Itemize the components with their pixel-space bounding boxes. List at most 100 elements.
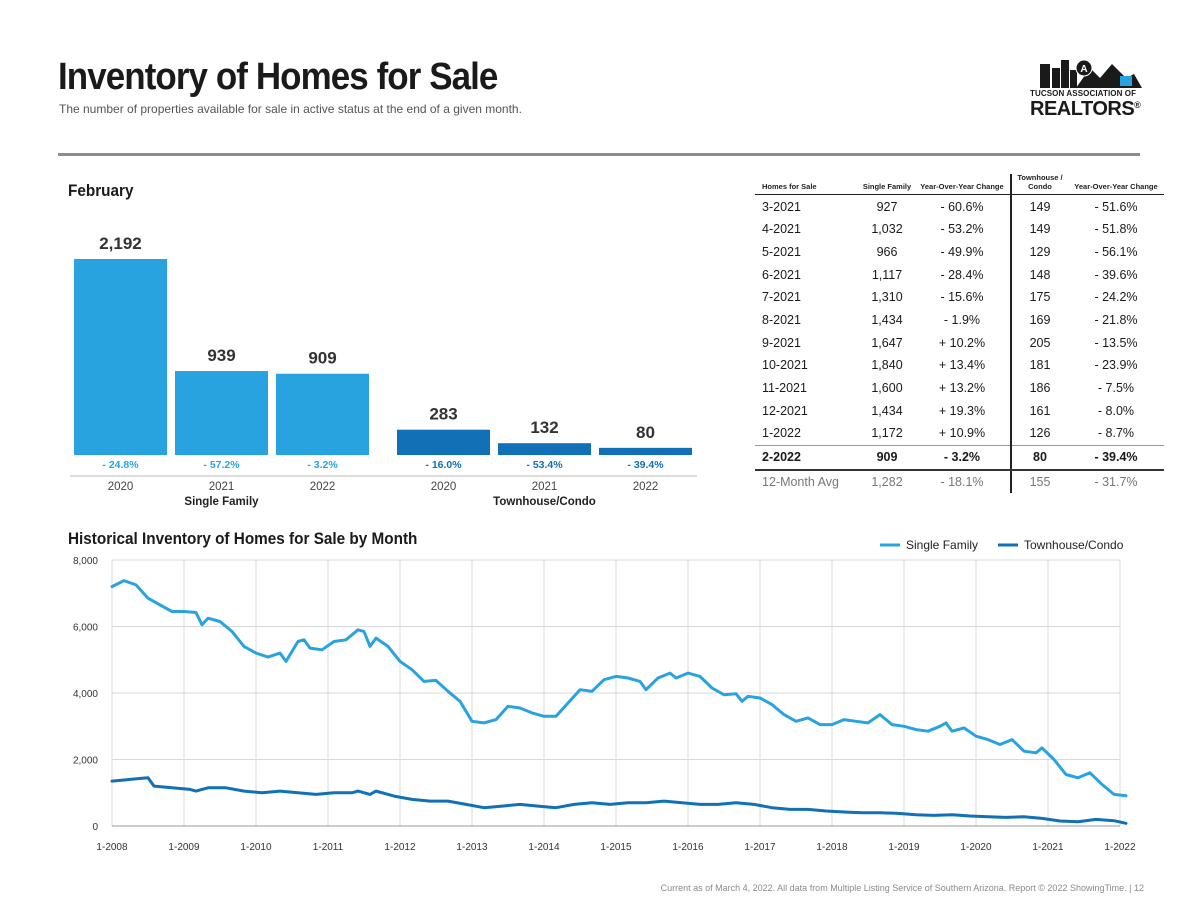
table-cell: + 13.2% [914, 376, 1012, 400]
legend-label: Townhouse/Condo [1024, 538, 1124, 552]
table-cell: 2-2022 [755, 444, 860, 471]
bar [276, 373, 369, 455]
x-tick-label: 1-2012 [384, 842, 416, 853]
bar-value-label: 939 [207, 346, 235, 365]
bar [175, 371, 268, 455]
table-cell: 966 [876, 244, 898, 259]
y-tick-label: 2,000 [73, 756, 98, 767]
table-row: 12-2021 1,434 + 19.3% 161 - 8.0% [755, 399, 1164, 423]
table-cell: - 60.6% [914, 194, 1012, 218]
historical-heading: Historical Inventory of Homes for Sale b… [68, 529, 418, 548]
table-header-th-yoy: Year-Over-Year Change [1068, 174, 1164, 196]
table-cell: 1,117 [871, 267, 903, 282]
x-tick-label: 1-2022 [1104, 842, 1136, 853]
table-cell: + 10.9% [914, 422, 1012, 446]
bar-value-label: 283 [429, 405, 457, 424]
table-cell: 1,172 [871, 426, 903, 441]
table-row: 1-2022 1,172 + 10.9% 126 - 8.7% [755, 422, 1164, 446]
table-cell: 1,032 [871, 222, 903, 237]
table-cell: 9-2021 [762, 335, 801, 350]
footer-note: Current as of March 4, 2022. All data fr… [660, 883, 1144, 893]
bar-category-label: 2021 [209, 481, 235, 493]
bar [74, 259, 167, 455]
table-row-current: 2-2022 909- 3.2% 80- 39.4% [755, 444, 1164, 471]
month-heading: February [68, 181, 134, 200]
table-row: 9-2021 1,647 + 10.2% 205 - 13.5% [755, 331, 1164, 355]
table-cell: 10-2021 [762, 358, 808, 373]
table-cell: + 13.4% [914, 354, 1012, 377]
table-row: 10-2021 1,840 + 13.4% 181 - 23.9% [755, 354, 1164, 377]
table-cell: 6-2021 [762, 267, 801, 282]
table-cell: 7-2021 [762, 290, 801, 305]
table-header-homes: Homes for Sale [755, 174, 860, 196]
table-cell: 1,310 [871, 290, 903, 305]
y-tick-label: 8,000 [73, 556, 98, 567]
realtors-logo: A TUCSON ASSOCIATION OF REALTORS® [1030, 56, 1142, 122]
table-cell: 1,840 [871, 358, 903, 373]
table-row: 8-2021 1,434 - 1.9% 169 - 21.8% [755, 308, 1164, 332]
table-cell: 909 [860, 444, 914, 471]
bar-change-label: - 24.8% [102, 459, 139, 471]
february-bar-chart: 2,192 - 24.8% 2020 939 - 57.2% 2021 909 - 3.2% 2… [70, 234, 697, 508]
table-cell: 169 [1029, 313, 1051, 328]
bar-change-label: - 16.0% [425, 459, 462, 471]
bar-change-label: - 3.2% [307, 459, 338, 471]
table-cell: 1-2022 [762, 426, 801, 441]
table-row: 6-2021 1,117 - 28.4% 148 - 39.6% [755, 263, 1164, 286]
table-cell: - 56.1% [1094, 244, 1138, 259]
bar-category-label: 2020 [431, 481, 457, 493]
table-cell: 181 [1029, 358, 1051, 373]
x-tick-label: 1-2014 [528, 842, 560, 853]
header-divider [58, 153, 1140, 156]
page-title: Inventory of Homes for Sale [58, 56, 498, 98]
bar-group-label: Townhouse/Condo [493, 496, 596, 508]
bar-category-label: 2022 [633, 481, 659, 493]
table-cell: 5-2021 [762, 244, 801, 259]
bar-category-label: 2021 [532, 481, 558, 493]
y-tick-label: 6,000 [73, 623, 98, 634]
table-cell: + 19.3% [914, 399, 1012, 423]
table-cell: 8-2021 [762, 313, 801, 328]
x-tick-label: 1-2011 [313, 842, 344, 853]
bar-value-label: 80 [636, 423, 655, 442]
table-cell: - 49.9% [914, 240, 1012, 264]
table-cell: 1,647 [871, 335, 903, 350]
table-cell: 175 [1029, 290, 1051, 305]
table-cell: - 7.5% [1097, 381, 1135, 396]
bar [498, 443, 591, 455]
table-cell: - 51.6% [1094, 199, 1138, 214]
table-cell: 148 [1029, 267, 1051, 282]
table-cell: - 39.6% [1094, 267, 1138, 282]
table-header-single-family: Single Family [860, 174, 914, 196]
x-tick-label: 1-2020 [960, 842, 992, 853]
legend-label: Single Family [906, 538, 978, 552]
bar-change-label: - 53.4% [526, 459, 563, 471]
table-cell: 80 [1011, 444, 1068, 471]
table-cell: - 53.2% [914, 217, 1012, 241]
bar-value-label: 132 [530, 418, 558, 437]
bar-category-label: 2022 [310, 481, 336, 493]
table-row-average: 12-Month Avg 1,282 - 18.1% 155 - 31.7% [755, 469, 1164, 494]
y-tick-label: 4,000 [73, 689, 98, 700]
table-cell: 1,600 [871, 381, 903, 396]
bar-category-label: 2020 [108, 481, 134, 493]
x-tick-label: 1-2018 [816, 842, 848, 853]
table-cell: - 8.7% [1097, 426, 1135, 441]
logo-realtors-word: REALTORS [1030, 98, 1135, 120]
bar-change-label: - 39.4% [627, 459, 664, 471]
y-tick-label: 0 [92, 822, 98, 833]
bar-value-label: 909 [308, 349, 336, 368]
table-cell: - 8.0% [1097, 403, 1135, 418]
table-cell: 205 [1029, 335, 1051, 350]
table-cell: 126 [1029, 426, 1051, 441]
x-tick-label: 1-2021 [1032, 842, 1064, 853]
table-cell: - 13.5% [1094, 335, 1138, 350]
table-cell: - 31.7% [1094, 474, 1138, 489]
table-cell: 1,434 [871, 403, 903, 418]
table-row: 11-2021 1,600 + 13.2% 186 - 7.5% [755, 376, 1164, 400]
inventory-table: Homes for Sale Single Family Year-Over-Y… [755, 173, 1164, 494]
table-cell: - 24.2% [1094, 290, 1138, 305]
page-subtitle: The number of properties available for s… [59, 102, 522, 116]
table-cell: 3-2021 [762, 199, 801, 214]
x-tick-label: 1-2008 [96, 842, 128, 853]
